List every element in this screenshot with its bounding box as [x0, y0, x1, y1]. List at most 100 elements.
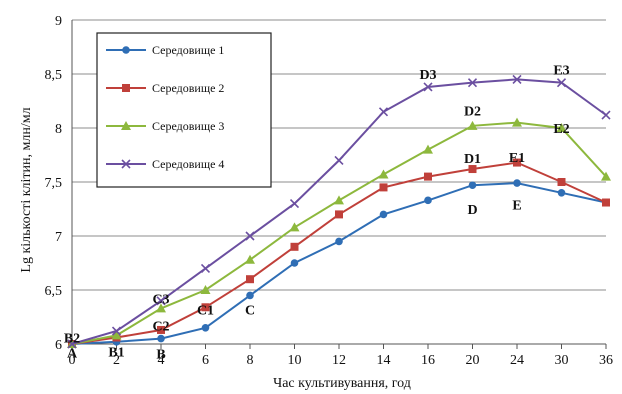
x-tick-label: 8: [247, 353, 254, 368]
marker-cross: [289, 199, 300, 209]
x-tick-label: 36: [599, 353, 613, 368]
point-label: C3: [152, 293, 169, 308]
marker-circle: [424, 196, 432, 205]
x-tick-labels: 0 2 4 6 8 10 12 14 16 20 24 30 36: [69, 353, 614, 368]
point-annotations: AB2 B1 B C2 C3 C1 C D3 D2 D1 D E1 E E2 E3: [64, 64, 570, 363]
marker-circle: [290, 259, 299, 267]
marker-circle: [468, 181, 477, 190]
x-tick-label: 2: [113, 353, 120, 368]
x-axis-title: Час культивування, год: [273, 376, 411, 391]
x-tick-label: 12: [332, 353, 346, 368]
marker-triangle: [378, 169, 389, 179]
marker-square: [290, 242, 299, 251]
point-label: C: [245, 303, 255, 318]
marker-square: [557, 178, 566, 186]
marker-circle: [557, 189, 566, 197]
marker-square: [335, 210, 343, 219]
series-1: [68, 179, 610, 348]
point-label: D: [467, 203, 477, 218]
marker-cross: [245, 231, 255, 241]
x-tick-label: 4: [158, 353, 165, 368]
x-tick-label: 20: [466, 353, 480, 368]
y-tick-label: 8: [55, 122, 62, 137]
point-label: B2: [64, 332, 80, 347]
marker-circle: [157, 334, 165, 343]
point-label: D3: [419, 68, 436, 83]
marker-cross: [121, 159, 131, 169]
point-label: E1: [509, 151, 525, 166]
marker-triangle: [121, 121, 131, 130]
x-tick-label: 30: [555, 353, 569, 368]
y-tick-label: 9: [55, 14, 62, 29]
marker-triangle: [111, 330, 122, 340]
x-tick-label: 10: [288, 353, 302, 368]
marker-cross: [467, 78, 478, 88]
point-label: E2: [553, 122, 569, 137]
marker-cross: [67, 339, 77, 349]
marker-triangle: [289, 222, 300, 232]
marker-circle: [246, 291, 254, 300]
y-tick-label: 6,5: [45, 284, 63, 299]
marker-square: [246, 275, 254, 284]
marker-square: [468, 165, 477, 174]
point-label: B1: [108, 346, 124, 361]
legend-label: Середовище 3: [152, 119, 224, 133]
marker-cross: [200, 263, 211, 273]
marker-triangle: [423, 144, 433, 154]
y-tick-label: 6: [55, 338, 62, 353]
marker-cross: [423, 82, 433, 92]
marker-circle: [379, 210, 388, 219]
marker-cross: [512, 74, 522, 84]
marker-triangle: [512, 117, 522, 127]
marker-cross: [601, 110, 611, 120]
marker-cross: [378, 107, 389, 117]
point-label: D1: [464, 152, 481, 167]
marker-circle: [122, 46, 130, 54]
point-label: D2: [464, 105, 481, 120]
marker-square: [201, 303, 210, 312]
legend-label: Середовище 4: [152, 157, 224, 171]
series-group: [67, 74, 611, 349]
point-label: E: [512, 199, 521, 214]
marker-triangle: [156, 303, 166, 313]
series-4: [67, 74, 611, 349]
x-tick-label: 0: [69, 353, 76, 368]
marker-square: [379, 183, 388, 192]
marker-circle: [201, 324, 210, 332]
y-tick-labels: 6 6,5 7 7,5 8 8,5 9: [45, 14, 63, 353]
series-line: [71, 161, 607, 345]
y-axis-title: Lg кількості клітин, млн/мл: [19, 107, 34, 272]
marker-triangle: [334, 195, 344, 205]
marker-square: [424, 172, 432, 181]
marker-square: [122, 84, 130, 92]
marker-cross: [111, 326, 122, 336]
marker-triangle: [601, 171, 611, 181]
x-tick-label: 16: [421, 353, 435, 368]
marker-cross: [334, 155, 344, 165]
point-label: C2: [152, 320, 169, 335]
marker-circle: [335, 237, 343, 246]
marker-circle: [513, 179, 521, 187]
legend-box: [96, 32, 272, 188]
legend-label: Середовище 1: [152, 43, 224, 57]
y-tick-label: 7,5: [45, 176, 63, 191]
x-tick-label: 14: [377, 353, 391, 368]
marker-square: [157, 325, 165, 334]
marker-triangle: [467, 120, 478, 130]
marker-triangle: [556, 123, 567, 132]
marker-square: [513, 158, 521, 167]
marker-triangle: [200, 285, 211, 294]
point-label: E3: [553, 64, 569, 79]
point-label: B: [156, 348, 165, 363]
legend-label: Середовище 2: [152, 81, 224, 95]
marker-triangle: [245, 254, 255, 264]
marker-cross: [556, 78, 567, 88]
x-tick-label: 6: [202, 353, 209, 368]
y-tick-label: 7: [55, 230, 62, 245]
x-tick-label: 24: [510, 353, 524, 368]
point-label: A: [67, 347, 78, 362]
axes: [71, 20, 607, 349]
marker-cross: [156, 296, 166, 306]
point-label: C1: [197, 303, 214, 318]
